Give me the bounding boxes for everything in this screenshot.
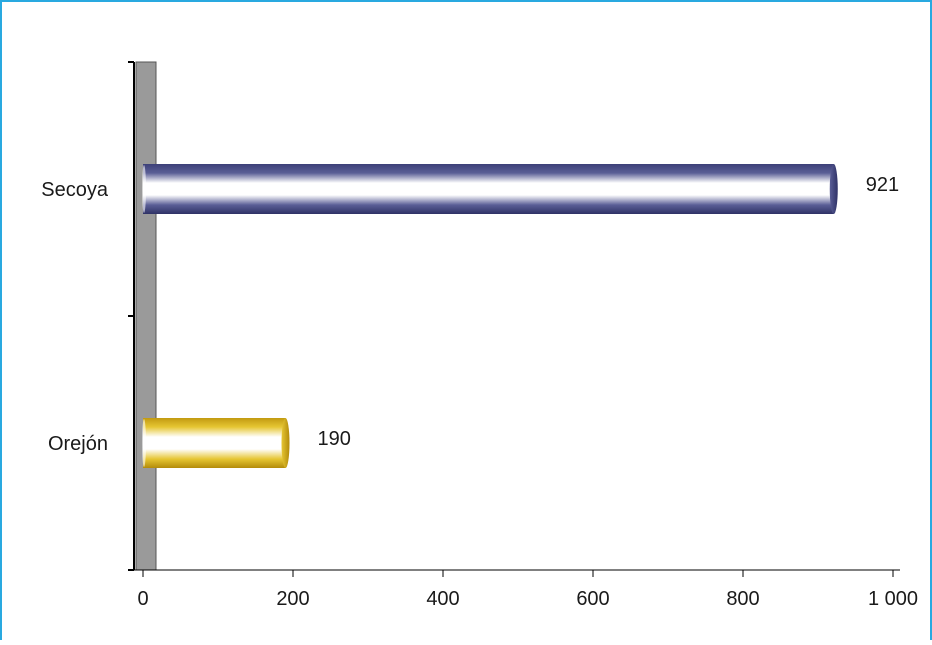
category-label: Secoya xyxy=(41,179,109,201)
bars-group xyxy=(142,164,838,468)
bar-orejon xyxy=(143,418,286,468)
bar-cap-orejon xyxy=(281,418,290,468)
bar-cap-secoya xyxy=(829,164,838,214)
x-tick-label: 1 000 xyxy=(868,588,918,610)
x-tick-label: 800 xyxy=(726,588,759,610)
bar-start-secoya xyxy=(142,165,146,213)
x-tick-label: 400 xyxy=(426,588,459,610)
x-tick-label: 600 xyxy=(576,588,609,610)
bar-start-orejon xyxy=(142,419,146,467)
chart-wall xyxy=(135,61,157,571)
category-label: Orejón xyxy=(48,433,108,455)
x-tick-label: 0 xyxy=(137,588,148,610)
data-label: 190 xyxy=(318,428,351,450)
x-tick-label: 200 xyxy=(276,588,309,610)
data-label: 921 xyxy=(866,174,899,196)
bar-secoya xyxy=(143,164,834,214)
labels-group: Secoya 921 Orejón 190 xyxy=(41,174,899,455)
x-axis-ticks: 0 200 400 600 800 1 000 xyxy=(137,570,918,610)
